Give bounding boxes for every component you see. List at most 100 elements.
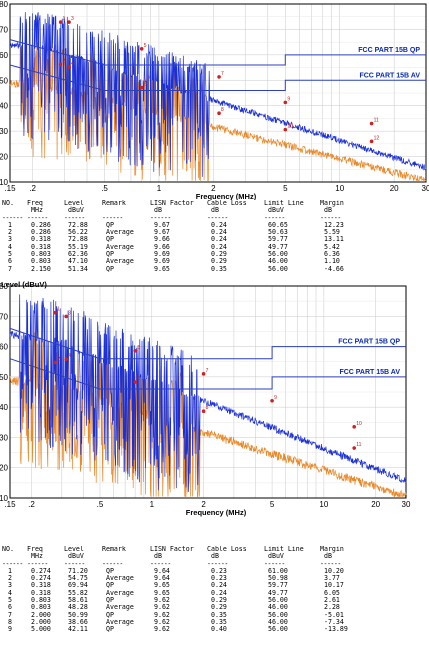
table-cell: 59.77 [268, 235, 288, 244]
table-cell: 42.11 [68, 625, 88, 634]
table-cell: 0.318 [31, 235, 51, 244]
table-cell: 9.64 [154, 574, 170, 583]
table-cell: 56.00 [268, 596, 288, 605]
table-cell: Average [106, 242, 134, 251]
column-unit: MHz [31, 206, 43, 215]
table-cell: QP [106, 625, 114, 634]
measurement-marker [201, 409, 206, 414]
table-cell: 0.803 [31, 603, 51, 612]
measurement-marker [283, 100, 288, 105]
table-cell: 2.150 [31, 264, 51, 272]
y-tick-label: 40 [0, 403, 9, 412]
table-row: NO. Freq Level Remark LISN Factor Cable Loss L… [2, 546, 427, 553]
column-unit: dB [324, 552, 332, 561]
table-cell: 3 [8, 235, 12, 244]
marker-number: 9 [287, 96, 290, 102]
column-rule: ------ [27, 559, 48, 568]
table-cell: 59.77 [268, 581, 288, 590]
marker-number: 7 [221, 71, 224, 77]
table-cell: 4 [8, 588, 12, 597]
marker-number: 10 [287, 124, 293, 130]
column-header: NO. [2, 200, 14, 207]
table-cell: 0.318 [31, 242, 51, 251]
table-cell: Average [106, 574, 134, 583]
table-cell: 3 [8, 581, 12, 590]
table-cell: 56.22 [68, 228, 88, 237]
x-tick-label: 20 [371, 500, 380, 509]
table-cell: 2.28 [324, 603, 340, 612]
column-unit: dBuV [268, 552, 284, 561]
x-tick-label: .2 [28, 500, 35, 509]
table-cell: 6.05 [324, 588, 340, 597]
y-tick-label: 80 [0, 0, 9, 9]
table-cell: 9 [8, 625, 12, 634]
table-row: NO. Freq Level Remark LISN Factor Cable Loss L… [2, 200, 427, 207]
column-rule: ------ [264, 559, 285, 568]
table-cell: 47.10 [68, 257, 88, 266]
table-cell: 5.42 [324, 242, 340, 251]
table-row: 3 0.318 72.88 QP 9.66 0.24 59.77 13.11 [2, 235, 427, 244]
column-rule: ------ [2, 559, 23, 568]
table-cell: 38.66 [68, 617, 88, 626]
table-cell: 56.00 [268, 625, 288, 634]
table-cell: 5.59 [324, 228, 340, 237]
column-unit: dB [154, 552, 162, 561]
column-header: Cable Loss [207, 200, 247, 207]
column-rule: ------ [102, 213, 123, 222]
table-cell: -13.89 [324, 625, 348, 634]
table-cell: 0.40 [211, 625, 227, 634]
measurement-marker [352, 446, 356, 450]
measurement-marker [201, 372, 206, 376]
marker-number: 4 [71, 61, 74, 67]
table-cell: 56.00 [268, 264, 288, 272]
y-tick-label: 10 [0, 178, 9, 187]
limit-label-qp: FCC PART 15B QP [358, 47, 420, 54]
table-cell: 0.23 [211, 574, 227, 583]
table-cell: 5.000 [31, 625, 51, 634]
measurement-marker [58, 62, 63, 67]
table-row: 2 0.274 54.75 Average 9.64 0.23 50.98 3.77 [2, 574, 427, 583]
marker-number: 4 [68, 353, 71, 359]
table-cell: 0.803 [31, 257, 51, 266]
y-tick-label: 20 [0, 153, 9, 162]
table-cell: -5.01 [324, 610, 344, 619]
table-cell: 13.11 [324, 235, 344, 244]
y-tick-label: 60 [0, 343, 9, 352]
table-cell: 9.66 [154, 242, 170, 251]
table-cell: QP [106, 250, 114, 259]
x-axis-label: Frequency (MHz) [186, 508, 247, 517]
column-rule: ------ [264, 213, 285, 222]
table-cell: 0.29 [211, 596, 227, 605]
table-cell: 46.00 [268, 257, 288, 266]
x-tick-label: .2 [29, 184, 36, 193]
marker-number: 10 [356, 421, 362, 427]
measurement-marker [270, 398, 274, 403]
table-cell: 50.99 [68, 610, 88, 619]
x-tick-label: 20 [390, 184, 399, 193]
table-cell: 9.64 [154, 566, 170, 575]
measurement-marker [139, 47, 144, 51]
table-cell: 1.10 [324, 257, 340, 266]
y-tick-label: 80 [0, 282, 9, 291]
table-cell: 3.77 [324, 574, 340, 583]
measurement-marker [369, 121, 374, 126]
limit-line-av [9, 64, 426, 91]
table-cell: 0.35 [211, 264, 227, 272]
table-cell: 1 [8, 220, 12, 229]
table-cell: 0.274 [31, 566, 51, 575]
table-cell: 0.29 [211, 257, 227, 266]
table-row: 4 0.318 55.19 Average 9.66 0.24 49.77 5.42 [2, 242, 427, 251]
column-rule: ------ [207, 213, 228, 222]
table-cell: 9.67 [154, 220, 170, 229]
table-cell: 55.82 [68, 588, 88, 597]
x-tick-label: 10 [335, 184, 344, 193]
table-cell: 12.23 [324, 220, 344, 229]
table-cell: 61.00 [268, 566, 288, 575]
table-cell: Average [106, 228, 134, 237]
column-header: Level [64, 200, 84, 207]
plot-frame [9, 3, 427, 183]
table-cell: 55.19 [68, 242, 88, 251]
y-tick-label: 20 [0, 464, 9, 473]
table-cell: -7.34 [324, 617, 344, 626]
